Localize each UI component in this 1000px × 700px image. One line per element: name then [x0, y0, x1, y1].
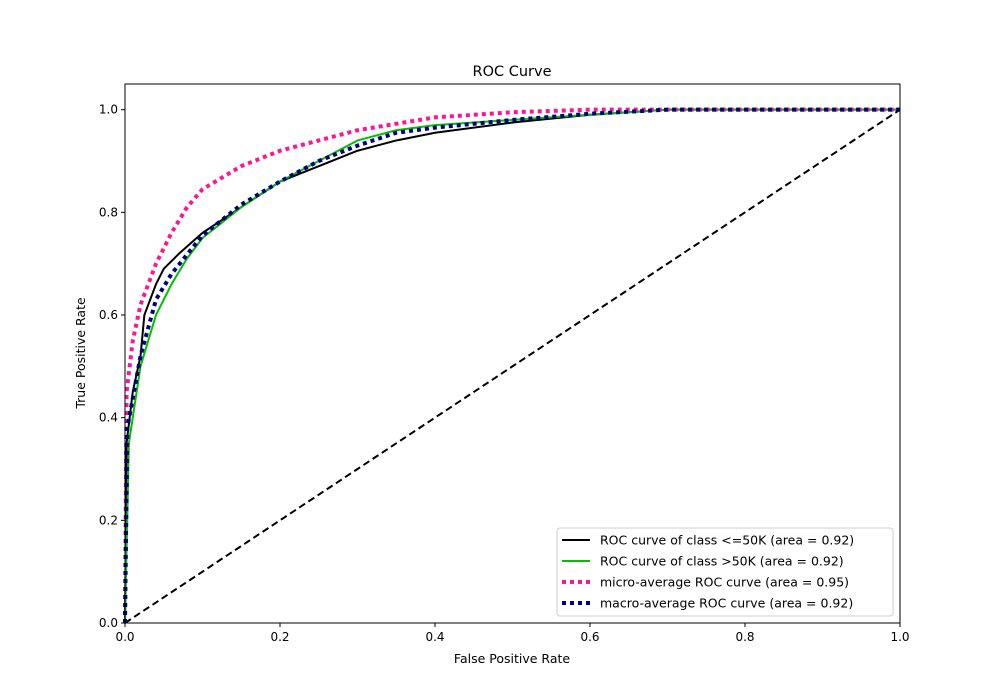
- x-tick-label: 0.2: [270, 630, 289, 644]
- axes-frame: [124, 83, 901, 624]
- x-tick-label: 0.0: [115, 630, 134, 644]
- x-tick-label: 0.6: [580, 630, 599, 644]
- chance-line: [124, 108, 901, 624]
- x-tick-label: 0.8: [735, 630, 754, 644]
- y-tick-label: 1.0: [99, 103, 118, 117]
- x-tick-label: 1.0: [890, 630, 909, 644]
- x-tick-label: 0.4: [425, 630, 444, 644]
- y-tick-label: 0.2: [99, 513, 118, 527]
- y-tick-label: 0.6: [99, 308, 118, 322]
- x-axis-label: False Positive Rate: [454, 651, 570, 666]
- y-tick-label: 0.8: [99, 205, 118, 219]
- legend-label: micro-average ROC curve (area = 0.95): [600, 575, 849, 590]
- legend-box: [556, 527, 894, 617]
- legend-label: ROC curve of class >50K (area = 0.92): [600, 554, 844, 569]
- legend-label: macro-average ROC curve (area = 0.92): [600, 596, 853, 611]
- chart-title: ROC Curve: [473, 64, 552, 80]
- legend: ROC curve of class <=50K (area = 0.92) RO…: [556, 527, 894, 617]
- legend-label: ROC curve of class <=50K (area = 0.92): [600, 533, 854, 548]
- y-axis-label: True Positive Rate: [73, 297, 88, 410]
- y-tick-label: 0.0: [99, 616, 118, 630]
- y-tick-label: 0.4: [99, 411, 118, 425]
- series-line-2: [123, 107, 900, 624]
- series-line-3: [123, 107, 900, 624]
